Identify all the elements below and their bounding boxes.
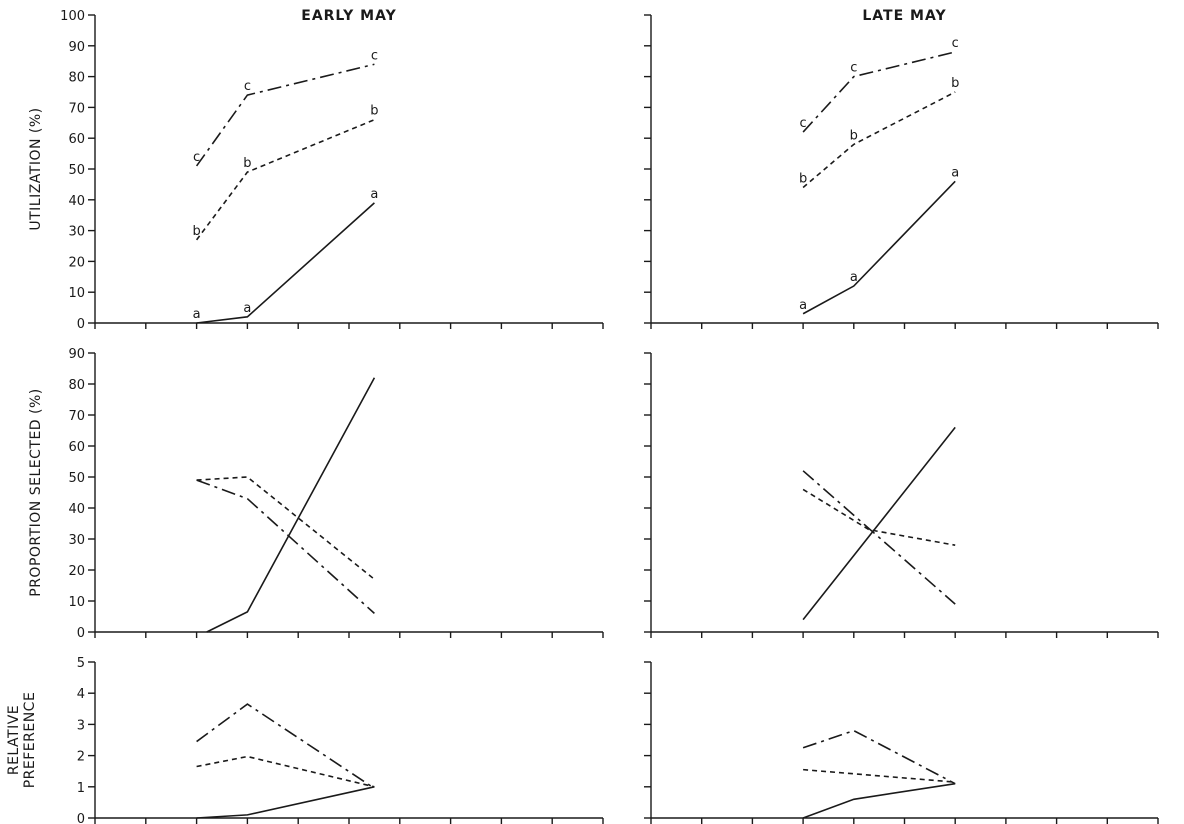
series-line-dashdot [802, 51, 956, 133]
point-label: b [951, 76, 959, 91]
y-tick-label: 30 [68, 533, 85, 548]
point-label: c [371, 48, 378, 63]
y-axis-title: RELATIVE [6, 705, 22, 775]
point-label: a [951, 165, 959, 180]
y-tick-label: 1 [77, 781, 85, 796]
y-tick-label: 30 [68, 225, 85, 240]
y-tick-label: 4 [77, 687, 85, 702]
y-tick-label: 50 [68, 163, 85, 178]
y-tick-label: 60 [68, 132, 85, 147]
point-label: b [370, 104, 378, 119]
y-tick-label: 100 [60, 9, 85, 24]
y-tick-label: 20 [68, 564, 85, 579]
point-label: c [193, 150, 200, 165]
point-label: b [192, 224, 200, 239]
point-label: a [370, 187, 378, 202]
series-line-dotted [196, 476, 375, 580]
y-tick-label: 90 [68, 347, 85, 362]
series-line-dashdot [196, 703, 375, 790]
y-tick-label: 50 [68, 471, 85, 486]
series-line-dashdot [802, 729, 956, 785]
y-tick-label: 40 [68, 502, 85, 517]
series-line-dashdot [802, 470, 956, 605]
y-tick-label: 80 [68, 378, 85, 393]
point-label: c [800, 116, 807, 131]
y-tick-label: 0 [77, 812, 85, 824]
point-label: b [850, 128, 858, 143]
point-label: c [244, 79, 251, 94]
panel-title: EARLY MAY [301, 8, 397, 24]
series-line-dashdot [195, 63, 375, 167]
series-line-dotted [803, 768, 956, 783]
series-line-dashdot [196, 479, 375, 614]
point-label: a [193, 307, 201, 322]
y-axis-title: PROPORTION SELECTED (%) [28, 388, 44, 597]
y-tick-label: 20 [68, 255, 85, 270]
series-line-dotted [802, 488, 956, 546]
point-label: a [850, 270, 858, 285]
y-tick-label: 40 [68, 194, 85, 209]
series-line-solid [206, 377, 376, 633]
y-tick-label: 2 [77, 750, 85, 765]
point-label: b [799, 171, 807, 186]
series-line-solid [196, 202, 375, 324]
point-label: a [799, 298, 807, 313]
point-label: c [952, 36, 959, 51]
series-line-solid [802, 426, 956, 621]
y-tick-label: 70 [68, 101, 85, 116]
y-tick-label: 70 [68, 409, 85, 424]
y-axis-title: PREFERENCE [22, 692, 38, 789]
y-tick-label: 60 [68, 440, 85, 455]
y-tick-label: 90 [68, 40, 85, 55]
series-line-solid [196, 786, 375, 819]
y-tick-label: 0 [77, 317, 85, 332]
y-tick-label: 80 [68, 71, 85, 86]
series-line-solid [802, 180, 956, 315]
y-tick-label: 0 [77, 626, 85, 641]
point-label: b [243, 156, 251, 171]
series-line-solid [802, 782, 956, 819]
point-label: a [243, 301, 251, 316]
y-axis-title: UTILIZATION (%) [28, 107, 44, 230]
series-line-dotted [195, 118, 375, 241]
series-line-dotted [196, 755, 375, 788]
series-layer [195, 51, 956, 819]
y-tick-label: 10 [68, 286, 85, 301]
point-label: c [850, 61, 857, 76]
axes-layer [88, 14, 1159, 824]
panel-title: LATE MAY [862, 8, 946, 24]
y-tick-label: 3 [77, 718, 85, 733]
y-tick-label: 10 [68, 595, 85, 610]
series-line-dotted [802, 91, 956, 189]
y-tick-label: 5 [77, 656, 85, 671]
